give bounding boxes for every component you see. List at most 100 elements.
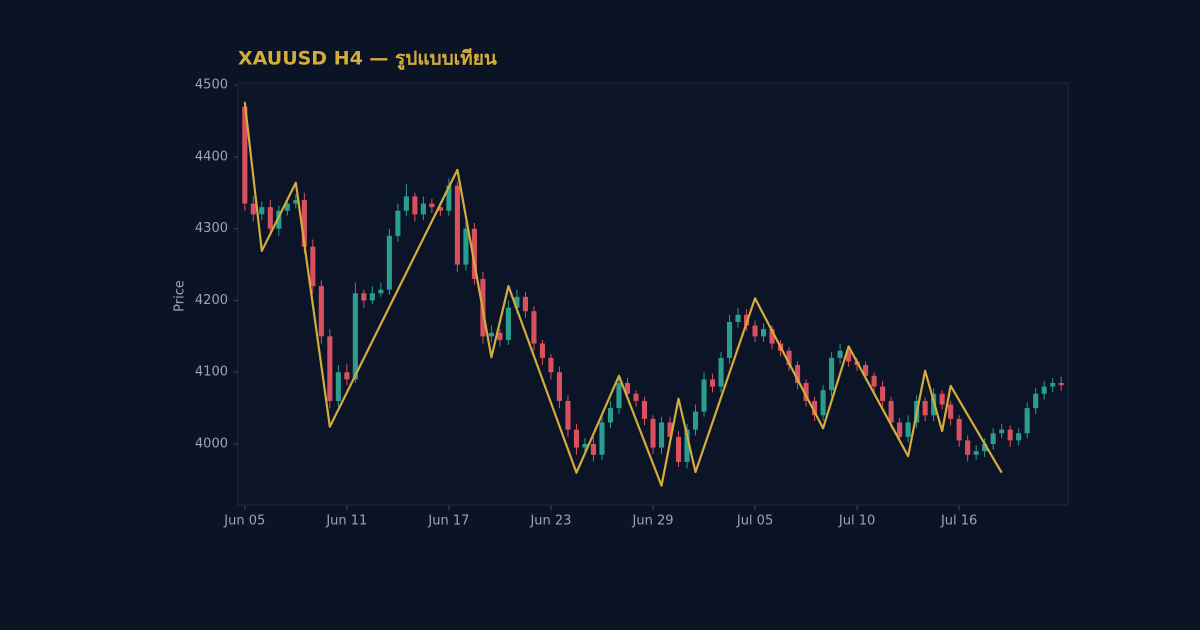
candle-body xyxy=(726,321,733,358)
candle-body xyxy=(352,293,358,380)
candle-body xyxy=(250,203,256,215)
y-axis-label: Price xyxy=(173,280,188,312)
candle-body xyxy=(429,203,435,208)
candle-body xyxy=(361,293,367,301)
x-tick-label: Jul 05 xyxy=(736,514,773,529)
candle-body xyxy=(276,210,282,229)
candle-body xyxy=(531,311,537,344)
candle-body xyxy=(948,404,954,419)
candle-body xyxy=(1058,382,1064,386)
candle-body xyxy=(573,429,580,448)
candle-body xyxy=(284,203,290,211)
x-tick-label: Jun 17 xyxy=(427,514,469,529)
candle-body xyxy=(650,418,656,448)
candle-body xyxy=(293,199,299,204)
candle-body xyxy=(769,329,775,344)
candle-body xyxy=(863,365,869,376)
x-tick-label: Jun 23 xyxy=(529,514,571,529)
candle-body xyxy=(378,289,384,294)
candle-body xyxy=(310,246,316,287)
candle-body xyxy=(395,210,401,236)
candle-body xyxy=(616,382,622,409)
candle-body xyxy=(386,235,392,290)
candle-body xyxy=(539,343,545,358)
candle-body xyxy=(1016,433,1022,441)
candle-body xyxy=(905,422,911,437)
candle-body xyxy=(437,207,443,211)
x-tick-label: Jun 11 xyxy=(325,514,367,529)
candle-body xyxy=(786,350,792,366)
candle-body xyxy=(667,422,673,437)
candle-body xyxy=(514,296,520,308)
candle-body xyxy=(369,293,375,301)
candle-body xyxy=(1050,382,1056,387)
candle-body xyxy=(318,286,324,337)
candle-body xyxy=(412,196,418,215)
candle-body xyxy=(242,106,248,204)
candle-body xyxy=(548,357,554,373)
candle-body xyxy=(505,307,511,340)
candle-body xyxy=(990,433,996,444)
candle-body xyxy=(607,408,614,423)
candle-body xyxy=(522,296,528,312)
y-tick-label: 4100 xyxy=(195,365,228,380)
candle-body xyxy=(344,372,350,380)
candle-body xyxy=(761,329,767,337)
candle-body xyxy=(1041,386,1047,394)
chart-title: XAUUSD H4 — รูปแบบเทียน xyxy=(238,48,497,71)
candle-body xyxy=(752,325,758,337)
candle-body xyxy=(675,436,682,462)
candle-body xyxy=(446,185,452,211)
y-tick-label: 4300 xyxy=(195,221,228,236)
candle-body xyxy=(1024,408,1030,434)
candle-body xyxy=(999,429,1005,434)
candle-body xyxy=(829,357,835,391)
candle-body xyxy=(1033,393,1039,409)
candle-body xyxy=(735,314,741,322)
candle-body xyxy=(556,372,563,401)
x-tick-label: Jun 29 xyxy=(632,514,674,529)
candle-body xyxy=(471,228,477,279)
zigzag-line xyxy=(243,102,1003,487)
y-tick-label: 4500 xyxy=(195,78,228,93)
candle-body xyxy=(718,357,724,387)
candle-body xyxy=(582,443,588,448)
candle-body xyxy=(795,365,801,383)
y-tick-label: 4000 xyxy=(195,436,228,451)
candle-body xyxy=(488,332,494,337)
candle-body xyxy=(1007,429,1013,441)
candle-body xyxy=(590,443,597,455)
x-tick-label: Jul 10 xyxy=(838,514,875,529)
candle-body xyxy=(846,350,852,362)
candle-body xyxy=(692,411,699,430)
candle-body xyxy=(982,443,988,452)
candle-body xyxy=(973,451,979,455)
candle-body xyxy=(633,393,639,401)
candle-body xyxy=(641,400,648,419)
x-tick-label: Jun 05 xyxy=(223,514,265,529)
candle-body xyxy=(335,372,341,401)
candle-body xyxy=(803,382,809,401)
candle-body xyxy=(701,379,707,412)
candle-body xyxy=(403,196,409,211)
candle-body xyxy=(267,207,273,229)
y-tick-label: 4200 xyxy=(195,293,228,308)
candle-body xyxy=(327,336,333,401)
candle-body xyxy=(259,207,265,215)
candle-body xyxy=(812,400,818,416)
candle-body xyxy=(497,332,503,340)
candle-body xyxy=(684,429,690,462)
candle-body xyxy=(420,203,426,215)
candle-body xyxy=(965,440,971,455)
candle-body xyxy=(888,400,894,423)
candle-body xyxy=(922,400,928,416)
candle-body xyxy=(939,393,945,405)
candle-body xyxy=(880,386,886,401)
candle-body xyxy=(837,350,843,358)
candle-body xyxy=(454,185,460,265)
candle-body xyxy=(820,390,826,416)
candle-body xyxy=(624,382,631,394)
candle-body xyxy=(956,418,962,441)
